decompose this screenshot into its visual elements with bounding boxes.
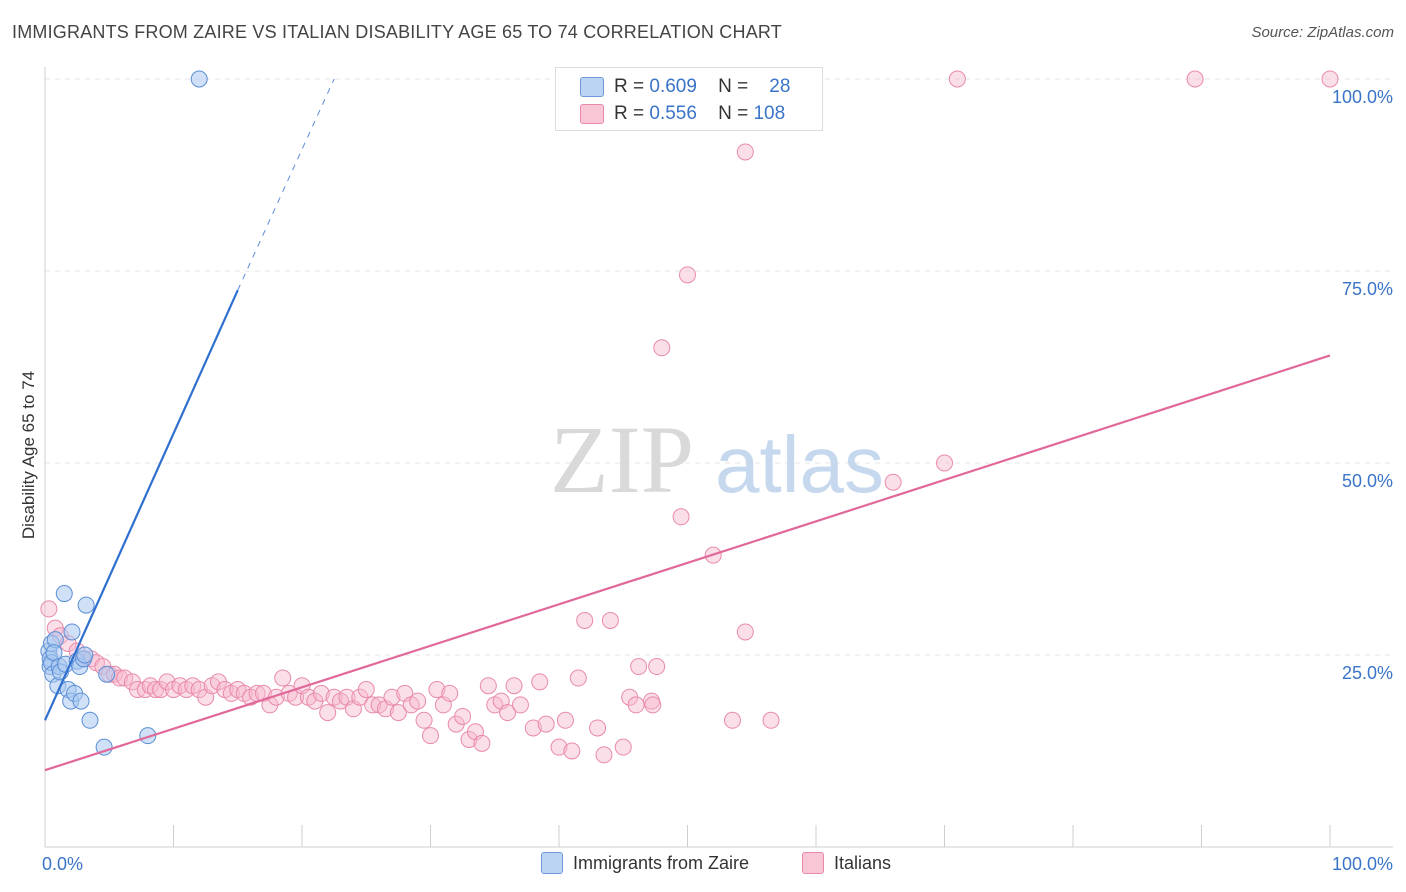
zaire-point [72, 692, 90, 710]
bottom-swatch-pink [802, 852, 824, 874]
zaire-point [190, 70, 208, 88]
y-tick-label: 50.0% [1342, 471, 1393, 491]
chart-title: IMMIGRANTS FROM ZAIRE VS ITALIAN DISABIL… [12, 22, 782, 42]
italians-point [364, 696, 382, 714]
x-tick-label: 100.0% [1332, 854, 1393, 874]
italians-point [762, 711, 780, 729]
italians-point [479, 677, 497, 695]
italians-point [383, 688, 401, 706]
italians-point [644, 696, 662, 714]
italians-point [569, 669, 587, 687]
zaire-points [40, 70, 208, 756]
y-tick-label: 25.0% [1342, 663, 1393, 683]
legend-r-label: R = [614, 103, 645, 124]
watermark-atlas: atlas [715, 420, 884, 509]
italians-point [415, 711, 433, 729]
italians-point [653, 339, 671, 357]
italians-point [601, 611, 619, 629]
watermark: ZIP atlas [550, 406, 884, 513]
italians-point [454, 707, 472, 725]
italians-point [563, 742, 581, 760]
bottom-legend-label-italians: Italians [834, 852, 892, 873]
italians-point [1321, 70, 1339, 88]
italians-point [679, 266, 696, 284]
italians-point [499, 704, 517, 722]
zaire-point [76, 646, 94, 664]
source-label: Source: ZipAtlas.com [1251, 24, 1394, 41]
italians-point [884, 473, 902, 491]
bottom-legend-zaire: Immigrants from Zaire [541, 852, 749, 874]
legend-row-zaire: R = 0.609 N = 28 [580, 74, 790, 100]
italians-point [627, 696, 645, 714]
italians-point [948, 70, 966, 88]
zaire-trend-extension [237, 78, 335, 291]
italians-point [473, 734, 491, 752]
legend-n-value: 108 [753, 103, 786, 124]
zaire-point [139, 727, 157, 745]
zaire-point [77, 596, 95, 614]
legend-swatch-pink [580, 104, 604, 124]
stats-legend: R = 0.609 N = 28 R = 0.556 N = 108 [555, 67, 823, 131]
italians-point [614, 738, 632, 756]
italians-point [116, 669, 134, 687]
trend-lines [43, 78, 1331, 772]
italians-point [595, 746, 613, 764]
italians-point [723, 711, 741, 729]
axes: 25.0% 50.0% 75.0% 100.0% 0.0% 100.0% [42, 67, 1393, 874]
italians-point [441, 684, 459, 702]
italians-point [576, 611, 594, 629]
zaire-point [98, 665, 116, 683]
legend-row-italians: R = 0.556 N = 108 [580, 101, 785, 127]
legend-r-value: 0.556 [649, 103, 697, 124]
italians-point [511, 696, 529, 714]
legend-n-label: N = [718, 76, 749, 97]
zaire-point [55, 585, 73, 603]
x-tick-label: 0.0% [42, 854, 83, 874]
italians-point [389, 704, 407, 722]
italians-point [537, 715, 555, 733]
legend-n-label: N = [718, 103, 749, 124]
zaire-point [63, 623, 81, 641]
bottom-legend-italians: Italians [802, 852, 891, 874]
italians-point [736, 143, 754, 161]
zaire-point [81, 711, 99, 729]
italians-trend-line [44, 354, 1331, 772]
italians-point [312, 684, 330, 702]
italians-point [505, 677, 523, 695]
zaire-trend-line [43, 289, 239, 721]
italians-point [40, 600, 58, 618]
italians-point [672, 508, 690, 526]
italians-point [319, 704, 337, 722]
legend-r-label: R = [614, 76, 645, 97]
italians-point [274, 669, 292, 687]
italians-point [428, 681, 446, 699]
italians-point [550, 738, 568, 756]
y-axis-label: Disability Age 65 to 74 [19, 371, 38, 539]
italians-point [422, 727, 439, 745]
italians-point [1186, 70, 1204, 88]
italians-point [524, 719, 542, 737]
italians-point [556, 711, 574, 729]
italians-point [409, 692, 427, 710]
y-tick-label: 75.0% [1342, 279, 1393, 299]
italians-point [357, 681, 375, 699]
zaire-point [95, 738, 113, 756]
italians-point [936, 454, 953, 472]
italians-point [630, 658, 648, 676]
grid [45, 78, 1393, 656]
italians-point [648, 658, 666, 676]
bottom-swatch-blue [541, 852, 563, 874]
legend-r-value: 0.609 [649, 76, 697, 97]
legend-swatch-blue [580, 77, 604, 97]
italians-point [531, 673, 549, 691]
bottom-legend-label-zaire: Immigrants from Zaire [573, 852, 750, 873]
legend-n-value: 28 [769, 76, 791, 97]
italians-point [589, 719, 607, 737]
italians-point [736, 623, 754, 641]
watermark-zip: ZIP [550, 406, 694, 513]
y-tick-label: 100.0% [1332, 87, 1393, 107]
